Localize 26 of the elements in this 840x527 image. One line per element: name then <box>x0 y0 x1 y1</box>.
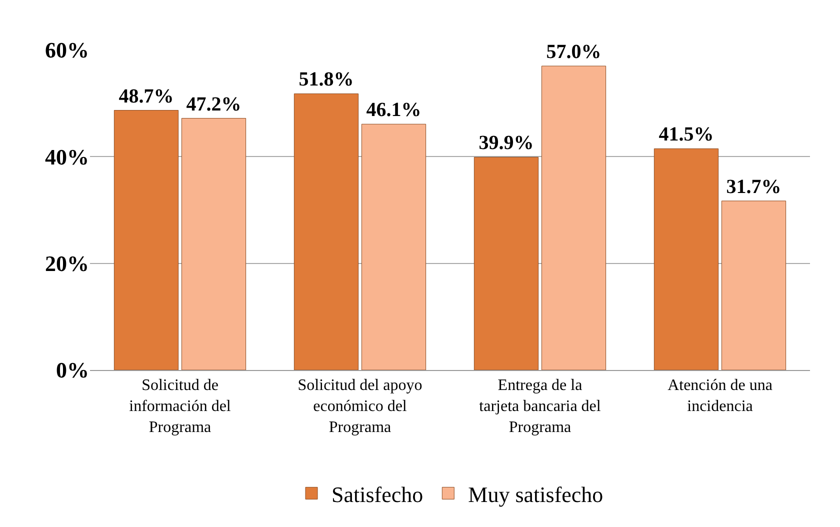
y-tick-label: 20% <box>45 251 89 276</box>
data-label: 46.1% <box>366 99 422 122</box>
bar <box>654 148 719 370</box>
data-label: 47.2% <box>186 93 242 116</box>
legend-label: Muy satisfecho <box>468 482 604 507</box>
bar <box>474 156 539 370</box>
data-label: 31.7% <box>726 176 782 198</box>
x-tick-label: Solicitud del apoyo económico del Programa <box>298 377 422 436</box>
data-label: 39.9% <box>478 132 534 154</box>
bar <box>721 200 786 370</box>
data-label: 57.0% <box>546 41 602 63</box>
bar <box>294 93 359 370</box>
data-label: 48.7% <box>118 85 174 108</box>
bar <box>541 66 606 370</box>
data-label: 51.8% <box>298 68 354 91</box>
x-tick-label: Entrega de la tarjeta bancaria del Programa <box>479 377 602 436</box>
x-tick-label: Solicitud de información del Programa <box>129 377 232 436</box>
legend-label: Satisfecho <box>332 482 424 507</box>
y-tick-label: 0% <box>56 358 89 383</box>
x-tick-label: Atención de una incidencia <box>668 377 772 415</box>
y-tick-label: 60% <box>45 38 89 63</box>
data-label: 41.5% <box>658 124 714 146</box>
y-tick-label: 40% <box>45 144 89 170</box>
bar <box>361 124 426 370</box>
bar <box>181 118 246 370</box>
bar <box>114 110 179 370</box>
